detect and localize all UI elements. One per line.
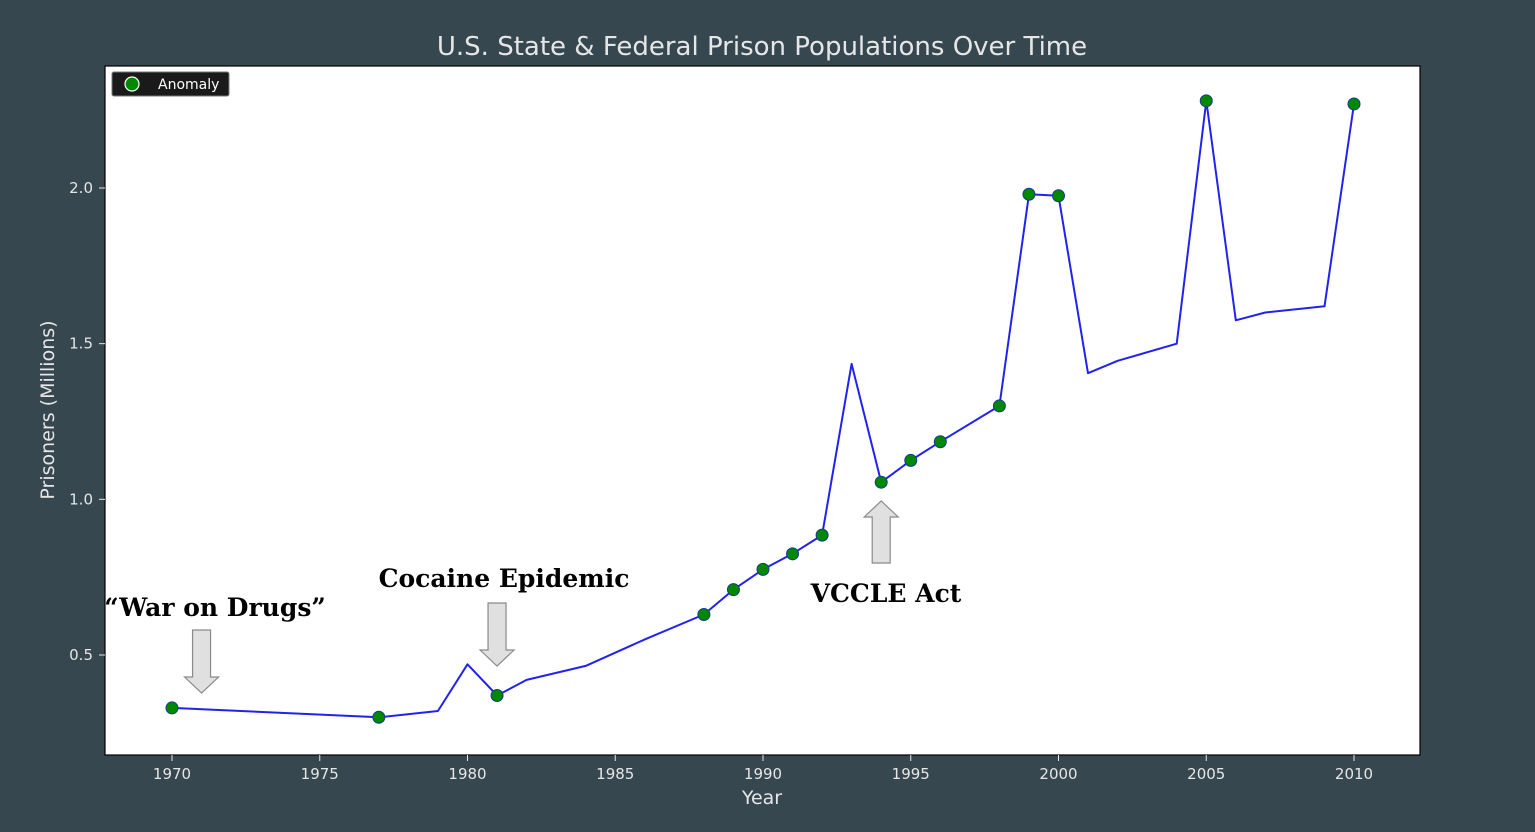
- anomaly-point: [786, 547, 800, 561]
- x-tick-label: 2000: [1039, 765, 1077, 783]
- y-tick-label: 0.5: [69, 646, 93, 664]
- y-tick-label: 1.0: [69, 490, 93, 508]
- legend-anomaly-marker: [124, 76, 140, 92]
- anomaly-markers: [165, 94, 1361, 724]
- annotation-arrow: [183, 629, 221, 694]
- anomaly-point: [1052, 189, 1065, 203]
- y-axis-ticks: 0.5 1.0 1.5 2.0: [69, 179, 105, 664]
- plot-area: [104, 65, 1421, 756]
- annotations: “War on Drugs” Cocaine Epidemic VCCLE Act: [104, 500, 962, 694]
- anomaly-point: [697, 608, 711, 622]
- x-tick-label: 2005: [1187, 765, 1225, 783]
- anomaly-point: [1199, 94, 1213, 108]
- x-tick-label: 1975: [301, 765, 339, 783]
- y-tick-label: 1.5: [69, 335, 93, 353]
- x-tick-label: 2010: [1335, 765, 1373, 783]
- anomaly-point: [874, 475, 888, 489]
- legend-box: [111, 71, 230, 97]
- legend-anomaly-label: Anomaly: [158, 77, 219, 93]
- x-tick-label: 1985: [596, 765, 634, 783]
- annotation-arrow: [478, 602, 516, 667]
- legend: Anomaly: [111, 71, 230, 97]
- annotation-label: “War on Drugs”: [104, 593, 326, 622]
- anomaly-point: [1347, 97, 1361, 111]
- chart-title: U.S. State & Federal Prison Populations …: [437, 32, 1087, 62]
- anomaly-point: [1022, 187, 1036, 201]
- annotation-label: Cocaine Epidemic: [379, 564, 630, 593]
- annotation-arrow: [862, 500, 900, 564]
- anomaly-point: [165, 701, 179, 715]
- y-tick-label: 2.0: [69, 179, 93, 197]
- anomaly-point: [933, 435, 947, 449]
- x-tick-label: 1995: [892, 765, 930, 783]
- anomaly-point: [815, 528, 829, 542]
- x-axis-ticks: 1970 1975 1980 1985 1990 1995 2000 2005 2010: [153, 755, 1373, 783]
- anomaly-point: [726, 583, 740, 597]
- x-tick-label: 1980: [448, 765, 486, 783]
- anomaly-point: [490, 688, 504, 702]
- y-axis-label: Prisoners (Millions): [37, 320, 59, 499]
- x-tick-label: 1990: [744, 765, 782, 783]
- anomaly-point: [992, 399, 1006, 413]
- anomaly-point: [756, 562, 770, 576]
- x-tick-label: 1970: [153, 765, 191, 783]
- anomaly-point: [372, 710, 386, 724]
- annotation-label: VCCLE Act: [810, 579, 962, 608]
- x-axis-label: Year: [741, 787, 782, 809]
- anomaly-point: [904, 453, 918, 467]
